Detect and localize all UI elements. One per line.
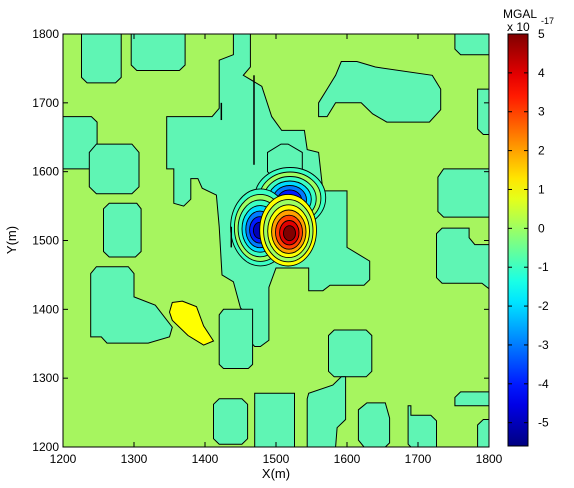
- low-level-region: [436, 227, 489, 290]
- low-level-region: [437, 168, 489, 218]
- low-level-region: [318, 61, 442, 123]
- low-level-region: [213, 398, 249, 445]
- y-tick-label: 1800: [32, 27, 59, 41]
- colorbar-label: MGAL: [503, 7, 537, 21]
- positive-anomaly-right: [259, 193, 317, 267]
- low-level-region: [477, 88, 489, 135]
- colorbar-ticks: 5 4 3 2 1 0 -1 -2 -3 -4 -5: [508, 27, 549, 430]
- colorbar-tick-label: -4: [538, 377, 549, 391]
- colorbar-tick-label: -3: [538, 338, 549, 352]
- y-tick-label: 1300: [32, 371, 59, 385]
- low-level-region: [454, 34, 489, 56]
- y-tick-label: 1200: [32, 440, 59, 454]
- y-axis-label: Y(m): [4, 226, 19, 254]
- x-tick-label: 1500: [263, 452, 290, 466]
- high-level-region: [168, 300, 215, 346]
- colorbar-tick-label: 4: [538, 66, 545, 80]
- low-level-region: [407, 405, 437, 447]
- x-tick-label: 1300: [121, 452, 148, 466]
- x-tick-label: 1600: [334, 452, 361, 466]
- x-axis: 1200 1300 1400 1500 1600 1700 1800: [50, 34, 503, 466]
- y-tick-label: 1700: [32, 96, 59, 110]
- low-level-region: [130, 34, 186, 71]
- colorbar-tick-label: 1: [538, 182, 545, 196]
- y-tick-label: 1400: [32, 302, 59, 316]
- low-level-region: [254, 392, 295, 447]
- y-axis: 1200 1300 1400 1500 1600 1700 1800: [32, 27, 489, 454]
- low-level-region: [477, 419, 489, 447]
- colorbar-tick-label: -5: [538, 416, 549, 430]
- colorbar-tick-label: 5: [538, 27, 545, 41]
- low-level-region: [218, 308, 254, 369]
- low-level-region: [454, 391, 489, 407]
- low-level-region: [90, 266, 173, 344]
- x-tick-label: 1700: [405, 452, 432, 466]
- low-level-region: [357, 402, 391, 447]
- x-axis-label: X(m): [262, 466, 290, 481]
- x-tick-label: 1400: [192, 452, 219, 466]
- low-level-region: [88, 143, 140, 195]
- y-tick-label: 1600: [32, 165, 59, 179]
- colorbar-exponent-label: x 10: [507, 20, 530, 34]
- colorbar-tick-label: 2: [538, 144, 545, 158]
- x-tick-label: 1200: [50, 452, 77, 466]
- colorbar-scale: [507, 33, 529, 447]
- contour-line-segments: [220, 75, 255, 248]
- low-level-region: [328, 329, 373, 378]
- colorbar-tick-label: -2: [538, 299, 549, 313]
- anomaly-contours: [230, 167, 327, 267]
- low-level-region: [306, 376, 347, 447]
- low-level-region: [103, 202, 142, 258]
- anomaly-contour-level: [283, 225, 296, 242]
- x-tick-label: 1800: [476, 452, 503, 466]
- colorbar: 5 4 3 2 1 0 -1 -2 -3 -4 -5 MGAL x 10 -17: [503, 7, 554, 447]
- colorbar-tick-label: 0: [538, 221, 545, 235]
- colorbar-tick-label: -1: [538, 260, 549, 274]
- colorbar-exponent-power: -17: [541, 16, 554, 26]
- colorbar-tick-label: 3: [538, 105, 545, 119]
- y-tick-label: 1500: [32, 234, 59, 248]
- contour-regions: [63, 34, 489, 447]
- low-level-region: [81, 34, 122, 84]
- plot-area: [62, 33, 490, 448]
